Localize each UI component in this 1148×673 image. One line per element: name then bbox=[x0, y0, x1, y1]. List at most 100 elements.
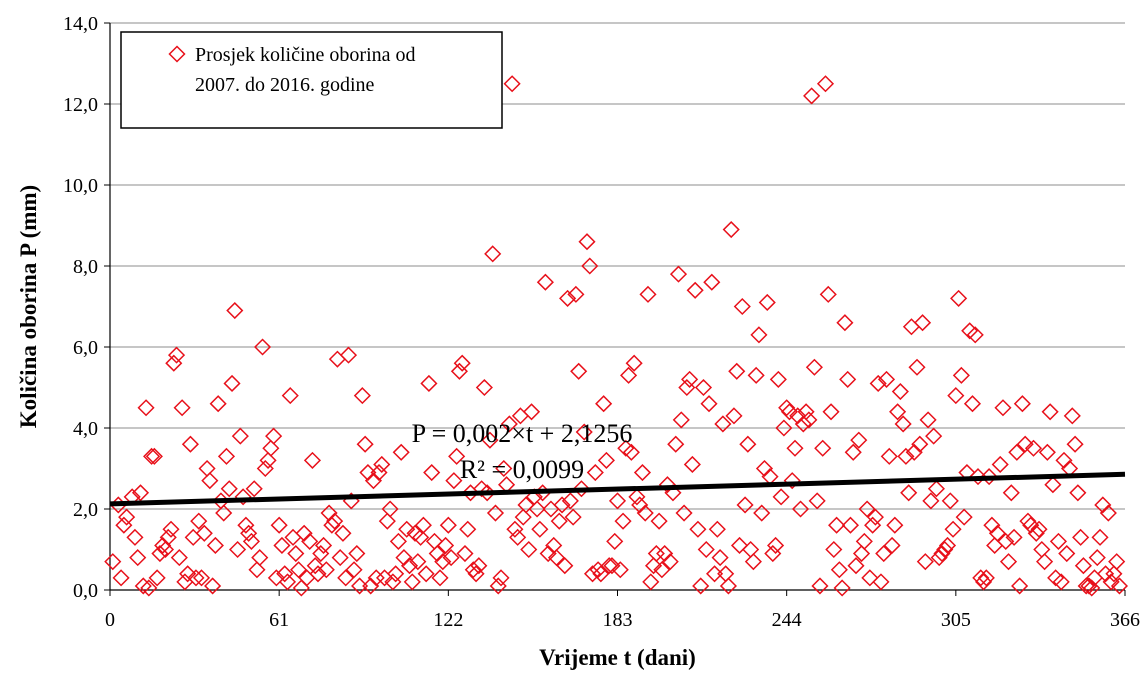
data-point bbox=[894, 415, 912, 433]
data-point bbox=[1036, 553, 1054, 571]
data-point bbox=[933, 544, 951, 563]
data-point bbox=[209, 395, 227, 413]
data-point bbox=[597, 451, 615, 469]
data-point bbox=[118, 508, 136, 526]
data-point bbox=[517, 496, 535, 514]
y-tick-label: 4,0 bbox=[73, 418, 98, 440]
data-point bbox=[633, 463, 652, 482]
data-point bbox=[969, 468, 987, 486]
data-point bbox=[938, 536, 957, 555]
data-point bbox=[434, 553, 452, 571]
data-point bbox=[1108, 553, 1126, 571]
data-point bbox=[730, 536, 749, 555]
data-point bbox=[786, 439, 804, 457]
data-point bbox=[916, 553, 934, 571]
data-point bbox=[112, 569, 130, 587]
data-point bbox=[778, 399, 796, 417]
data-point bbox=[578, 233, 596, 251]
data-point bbox=[611, 561, 629, 579]
data-point bbox=[134, 577, 152, 595]
data-point bbox=[154, 536, 172, 555]
data-point bbox=[137, 399, 155, 417]
data-point bbox=[353, 387, 371, 405]
data-point bbox=[988, 524, 1006, 542]
data-point bbox=[567, 285, 585, 303]
data-point bbox=[1011, 577, 1029, 595]
data-point bbox=[783, 472, 801, 490]
data-point bbox=[292, 579, 310, 597]
data-point bbox=[464, 561, 482, 579]
data-point bbox=[1038, 443, 1056, 461]
data-point bbox=[373, 455, 391, 474]
data-point bbox=[880, 447, 898, 465]
data-point bbox=[359, 463, 377, 482]
data-point bbox=[769, 370, 787, 388]
data-point bbox=[129, 549, 147, 567]
data-point bbox=[719, 577, 737, 595]
data-point bbox=[650, 512, 668, 530]
data-point bbox=[941, 492, 959, 510]
data-point bbox=[550, 512, 568, 530]
data-point bbox=[170, 549, 188, 567]
data-point bbox=[398, 520, 416, 538]
data-point bbox=[251, 549, 269, 567]
trendline bbox=[109, 471, 1126, 507]
data-point bbox=[204, 577, 222, 595]
data-point bbox=[273, 536, 291, 555]
data-point bbox=[506, 520, 524, 538]
data-point bbox=[484, 245, 502, 263]
data-point bbox=[889, 403, 907, 421]
data-point bbox=[886, 516, 904, 534]
data-point bbox=[1088, 549, 1106, 567]
data-point bbox=[703, 273, 721, 291]
data-point bbox=[620, 366, 638, 384]
data-point bbox=[708, 520, 726, 538]
data-point bbox=[675, 504, 693, 522]
data-point bbox=[248, 561, 266, 579]
data-point bbox=[495, 459, 513, 478]
data-point bbox=[348, 544, 366, 563]
data-point bbox=[290, 561, 308, 579]
data-point bbox=[930, 549, 948, 567]
data-point bbox=[475, 378, 493, 397]
data-point bbox=[265, 427, 283, 445]
data-point bbox=[805, 358, 823, 376]
data-point bbox=[697, 540, 715, 559]
data-point bbox=[287, 544, 305, 563]
data-point bbox=[925, 427, 943, 445]
data-point bbox=[661, 553, 679, 571]
data-point bbox=[470, 557, 488, 575]
trendline-r-squared: R² = 0,0099 bbox=[460, 455, 584, 484]
data-point bbox=[947, 387, 965, 405]
x-tick-label: 305 bbox=[941, 609, 971, 631]
data-point bbox=[195, 524, 213, 542]
data-point bbox=[656, 544, 674, 563]
data-point bbox=[559, 289, 577, 307]
data-point bbox=[983, 516, 1001, 534]
data-point bbox=[220, 480, 238, 498]
data-point bbox=[913, 314, 932, 332]
data-point bbox=[259, 451, 277, 469]
data-point bbox=[489, 577, 507, 595]
data-point bbox=[681, 370, 699, 388]
data-point bbox=[977, 569, 995, 587]
y-tick-label: 14,0 bbox=[63, 13, 98, 35]
data-point bbox=[791, 500, 810, 518]
data-point bbox=[1069, 484, 1087, 502]
data-point bbox=[836, 314, 854, 332]
x-tick-label: 61 bbox=[269, 609, 289, 631]
data-point bbox=[179, 565, 197, 583]
data-point bbox=[303, 451, 322, 469]
data-point bbox=[400, 557, 419, 575]
data-point bbox=[428, 544, 446, 563]
data-point bbox=[683, 455, 701, 474]
data-point bbox=[999, 553, 1018, 571]
data-point bbox=[780, 403, 799, 421]
x-axis-title: Vrijeme t (dani) bbox=[539, 645, 696, 670]
data-point bbox=[301, 532, 319, 550]
data-point bbox=[570, 362, 588, 380]
data-point bbox=[628, 488, 646, 506]
data-point bbox=[392, 443, 410, 461]
data-point bbox=[387, 565, 405, 583]
data-point bbox=[240, 524, 258, 542]
